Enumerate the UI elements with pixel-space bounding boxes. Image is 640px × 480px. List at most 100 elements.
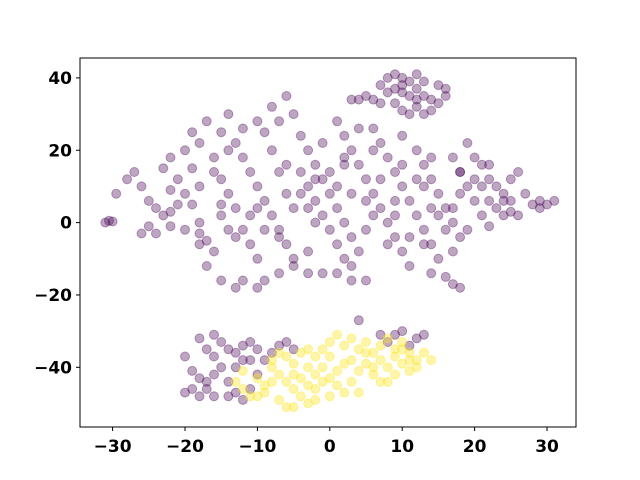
data-point (136, 181, 147, 192)
data-point (390, 232, 400, 243)
data-point (353, 344, 364, 355)
data-point (368, 145, 379, 156)
data-point (245, 239, 256, 250)
data-point (404, 340, 415, 351)
data-point (324, 188, 335, 199)
data-point (375, 329, 386, 340)
data-point (390, 98, 400, 109)
data-point (237, 224, 248, 235)
data-point (418, 159, 429, 170)
data-point (397, 358, 408, 369)
data-point (172, 199, 183, 210)
data-point (252, 391, 263, 402)
data-point (295, 347, 306, 358)
data-point (339, 152, 350, 163)
data-point (426, 239, 437, 250)
data-point (476, 159, 487, 170)
data-point (397, 326, 408, 337)
data-point (303, 398, 314, 409)
data-point (317, 138, 328, 148)
data-point (281, 402, 292, 413)
data-point (194, 373, 205, 384)
data-point (245, 337, 256, 347)
data-point (418, 91, 429, 101)
data-point (288, 261, 299, 271)
data-point (288, 358, 299, 369)
data-point (332, 181, 343, 192)
data-point (216, 199, 227, 210)
data-point (230, 282, 241, 293)
data-point (368, 362, 379, 373)
data-point (418, 181, 429, 192)
data-point (165, 206, 176, 217)
data-point (390, 329, 400, 340)
data-point (455, 232, 466, 243)
data-point (180, 188, 190, 199)
data-point (223, 376, 234, 387)
data-point (447, 246, 458, 257)
data-point (230, 232, 241, 243)
data-point (382, 333, 393, 344)
data-point (303, 145, 314, 156)
x-tick-label: −10 (238, 437, 276, 457)
data-point (411, 101, 422, 112)
data-point (534, 203, 545, 214)
data-point (252, 344, 263, 355)
data-point (390, 351, 400, 362)
data-point (237, 340, 248, 351)
data-point (426, 105, 437, 116)
data-point (216, 362, 227, 373)
data-point (237, 152, 248, 163)
data-point (411, 145, 422, 156)
data-point (194, 239, 205, 250)
data-point (484, 221, 495, 232)
data-point (259, 380, 270, 391)
data-point (216, 275, 227, 286)
x-tick-label: −20 (166, 437, 204, 457)
data-point (136, 228, 147, 239)
data-point (397, 72, 408, 83)
data-point (332, 268, 343, 279)
data-point (353, 94, 364, 105)
data-point (520, 188, 531, 199)
data-point (361, 337, 371, 347)
data-point (194, 181, 205, 192)
data-point (440, 91, 451, 101)
data-point (295, 188, 306, 199)
data-point (252, 369, 263, 380)
data-point (346, 275, 357, 286)
data-point (433, 188, 444, 199)
data-point (447, 152, 458, 163)
data-point (332, 365, 343, 376)
data-point (332, 380, 343, 391)
data-point (498, 195, 509, 206)
data-point (252, 116, 263, 127)
data-point (346, 376, 357, 387)
data-point (187, 365, 198, 376)
data-point (274, 167, 285, 177)
data-point (353, 246, 364, 257)
data-point (353, 159, 364, 170)
data-point (404, 365, 415, 376)
data-point (368, 369, 379, 380)
data-point (310, 384, 321, 394)
data-point (100, 217, 111, 228)
data-point (266, 362, 277, 373)
data-point (274, 394, 285, 405)
data-point (317, 268, 328, 279)
data-point (498, 210, 509, 221)
data-point (513, 167, 524, 177)
data-point (281, 337, 292, 347)
data-point (353, 387, 364, 398)
data-point (375, 355, 386, 366)
data-point (433, 253, 444, 264)
data-point (216, 210, 227, 221)
data-point (252, 181, 263, 192)
data-point (259, 224, 270, 235)
y-tick-label: 40 (48, 69, 72, 89)
data-point (353, 123, 364, 134)
data-point (549, 195, 560, 206)
x-tick-label: −30 (94, 437, 132, 457)
data-point (252, 282, 263, 293)
